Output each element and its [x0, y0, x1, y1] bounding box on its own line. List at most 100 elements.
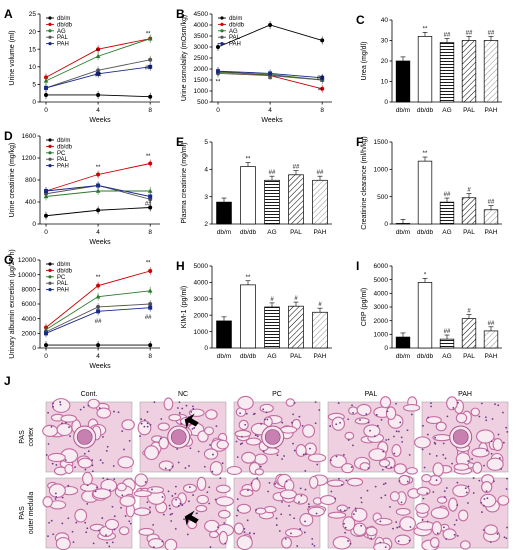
- category-label: db/m: [217, 353, 231, 360]
- significance-label: ##: [145, 315, 152, 321]
- x-tick-label: 4: [96, 229, 100, 236]
- significance-label: *: [424, 272, 427, 278]
- category-label: db/m: [396, 107, 410, 114]
- legend-marker: [220, 16, 224, 20]
- category-label: db/db: [417, 107, 434, 114]
- y-axis-label: Plasma creatinine (mg/ml): [181, 142, 188, 223]
- significance-label: **: [96, 49, 101, 55]
- category-label: PAH: [314, 229, 327, 236]
- significance-label: **: [96, 165, 101, 171]
- y-tick-label: 2000: [374, 318, 389, 325]
- legend-marker: [48, 281, 52, 285]
- micrograph-PAH-cortex: [414, 396, 509, 477]
- bar-db/m: [395, 336, 411, 349]
- y-axis-label: Urea (mg/dl): [361, 42, 368, 81]
- micrograph-PAH-medulla: [413, 474, 510, 550]
- bar-PAH: [312, 311, 328, 349]
- significance-label: #: [294, 296, 298, 302]
- y-tick-label: 5: [32, 82, 36, 89]
- category-label: AG: [267, 229, 276, 236]
- significance-label: **: [423, 26, 428, 32]
- legend-entry: AG: [229, 29, 238, 35]
- y-tick-label: 400: [25, 199, 36, 206]
- category-label: PAH: [485, 229, 498, 236]
- bar-AG: [439, 201, 455, 225]
- significance-label: **: [246, 275, 251, 281]
- category-label: db/m: [396, 229, 410, 236]
- y-tick-label: 0: [384, 221, 388, 228]
- y-tick-label: 10: [381, 79, 389, 86]
- significance-label: **: [96, 275, 101, 281]
- significance-label: ##: [488, 321, 495, 327]
- significance-label: **: [146, 32, 151, 38]
- chart-panel-F: F 0 500 1000 1500 Creatinine clearance (ml/h/…: [356, 135, 502, 236]
- chart-panel-D: D 0 400 800 1200 1600 Urine creatinine (mg/kg)…: [4, 129, 160, 246]
- bar-db/db: [417, 282, 433, 349]
- micrograph-PAL-medulla: [319, 474, 421, 550]
- legend-entry: PAL: [57, 281, 69, 287]
- y-tick-label: 3: [204, 194, 208, 201]
- y-tick-label: 4000: [194, 22, 209, 29]
- legend-marker: [48, 151, 52, 155]
- category-label: db/db: [240, 229, 257, 236]
- y-tick-label: 30: [381, 38, 389, 45]
- y-tick-label: 500: [377, 194, 388, 201]
- y-tick-label: 4500: [194, 11, 209, 18]
- significance-label: **: [268, 77, 273, 83]
- y-tick-label: 1500: [194, 77, 209, 84]
- column-label: PAH: [458, 391, 472, 398]
- category-label: AG: [442, 353, 451, 360]
- legend-marker: [48, 138, 52, 142]
- significance-label: ##: [466, 30, 473, 36]
- category-label: PAL: [463, 353, 475, 360]
- y-tick-label: 5000: [194, 263, 209, 270]
- legend-marker: [48, 157, 52, 161]
- chart-panel-C: C 0 10 20 30 40 Urea (mg/dl) db/m db/db ** AG ## PAL…: [356, 13, 502, 114]
- legend-entry: db/db: [57, 144, 73, 150]
- significance-label: **: [216, 80, 221, 86]
- significance-label: ##: [95, 319, 102, 325]
- significance-label: ##: [269, 170, 276, 176]
- y-tick-label: 2500: [194, 55, 209, 62]
- y-axis-label: Urine osmolality (mOsm/kg): [181, 15, 188, 101]
- bar-db/m: [395, 60, 411, 103]
- category-label: PAL: [463, 229, 475, 236]
- x-axis-label: Weeks: [261, 117, 283, 124]
- arrow-marker: [184, 413, 199, 429]
- legend-entry: db/m: [229, 16, 242, 22]
- category-label: db/db: [417, 229, 434, 236]
- x-tick-label: 0: [44, 353, 48, 360]
- legend-entry: PAH: [57, 288, 69, 294]
- y-axis-label: KIM-1 (pg/ml): [181, 286, 188, 328]
- panel-letter: B: [176, 7, 185, 21]
- bar-AG: [264, 179, 280, 225]
- y-tick-label: 0: [384, 345, 388, 352]
- y-axis-label: Urine creatinine (mg/kg): [9, 143, 16, 218]
- y-tick-label: 1000: [194, 329, 209, 336]
- legend-marker: [48, 268, 52, 272]
- arrow-marker: [184, 510, 199, 526]
- category-label: PAL: [290, 229, 302, 236]
- category-label: db/db: [240, 353, 257, 360]
- chart-panel-I: I 0 1000 2000 3000 4000 5000 6000 CRP (pg/ml) db/…: [356, 259, 502, 360]
- significance-label: ##: [488, 200, 495, 206]
- significance-label: ##: [488, 30, 495, 36]
- legend-marker: [220, 29, 224, 33]
- x-axis-label: Weeks: [89, 239, 111, 246]
- bar-PAL: [461, 197, 477, 225]
- y-tick-label: 4: [204, 167, 208, 174]
- y-tick-label: 6000: [22, 301, 37, 308]
- y-tick-label: 2000: [194, 66, 209, 73]
- chart-panel-A: A 0 5 10 15 20 25 Urine volume (ml) 0 4 8 Weeks db/m…: [4, 7, 160, 124]
- significance-label: **: [423, 151, 428, 157]
- significance-label: #: [318, 302, 322, 308]
- row-label: PAS cortex: [19, 427, 35, 447]
- bar-PAH: [483, 209, 499, 225]
- y-tick-label: 4000: [22, 316, 37, 323]
- legend-entry: db/m: [57, 138, 70, 144]
- x-tick-label: 8: [148, 107, 152, 114]
- y-tick-label: 3000: [194, 44, 209, 51]
